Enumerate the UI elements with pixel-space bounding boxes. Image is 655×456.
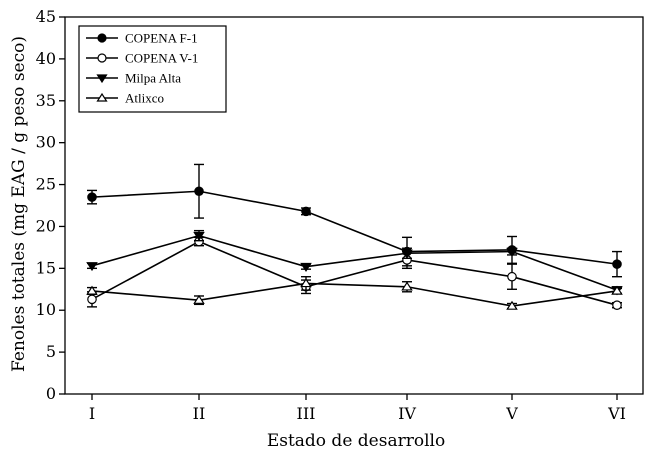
- data-point: [611, 285, 623, 295]
- data-point: [86, 262, 98, 272]
- data-point: [612, 300, 622, 310]
- y-tick-label: 20: [36, 216, 56, 235]
- x-tick-label: V: [505, 404, 518, 423]
- data-point: [612, 259, 622, 269]
- data-point: [300, 278, 312, 288]
- x-tick-label: II: [193, 404, 206, 423]
- x-tick-label: IV: [398, 404, 416, 423]
- y-tick-label: 25: [36, 175, 56, 194]
- x-tick-label: III: [297, 404, 316, 423]
- series-line: [91, 282, 618, 307]
- legend-label: Milpa Alta: [125, 71, 181, 86]
- data-point: [301, 206, 311, 217]
- legend-label: COPENA F-1: [125, 31, 198, 46]
- series-milpa-alta: [86, 229, 623, 296]
- plot-frame: [64, 16, 644, 395]
- y-tick-label: 45: [36, 7, 56, 26]
- y-tick-label: 0: [46, 384, 56, 403]
- data-point: [506, 300, 518, 310]
- legend-label: COPENA V-1: [125, 51, 198, 66]
- legend-marker: [96, 92, 108, 102]
- data-point: [87, 294, 97, 305]
- series-layer: [86, 163, 623, 310]
- series-atlixco: [86, 276, 623, 310]
- x-tick-label: I: [89, 404, 95, 423]
- data-point: [87, 192, 97, 202]
- legend-marker: [96, 74, 108, 84]
- series-copena-v-1: [87, 236, 622, 310]
- series-line: [91, 240, 618, 306]
- series-line: [91, 234, 618, 291]
- data-point: [193, 294, 205, 304]
- data-point: [506, 247, 518, 257]
- legend: COPENA F-1 COPENA V-1 Milpa Alta Atlixco: [78, 25, 227, 113]
- data-point: [401, 249, 413, 259]
- x-axis-title: Estado de desarrollo: [267, 431, 445, 451]
- data-point: [507, 271, 517, 282]
- y-tick-label: 5: [46, 342, 56, 361]
- y-tick-label: 35: [36, 91, 56, 110]
- y-tick-label: 10: [36, 300, 56, 319]
- data-point: [193, 231, 205, 241]
- data-point: [86, 285, 98, 295]
- y-tick-label: 40: [36, 49, 56, 68]
- legend-label: Atlixco: [125, 91, 164, 106]
- legend-marker: [97, 33, 107, 43]
- data-point: [300, 262, 312, 272]
- data-point: [401, 281, 413, 291]
- data-point: [194, 186, 204, 197]
- series-line: [91, 190, 618, 265]
- y-axis-title: Fenoles totales (mg EAG / g peso seco): [9, 36, 29, 372]
- x-tick-label: VI: [607, 404, 626, 423]
- y-tick-label: 30: [36, 133, 56, 152]
- y-tick-label: 15: [36, 258, 56, 277]
- legend-marker: [97, 53, 107, 63]
